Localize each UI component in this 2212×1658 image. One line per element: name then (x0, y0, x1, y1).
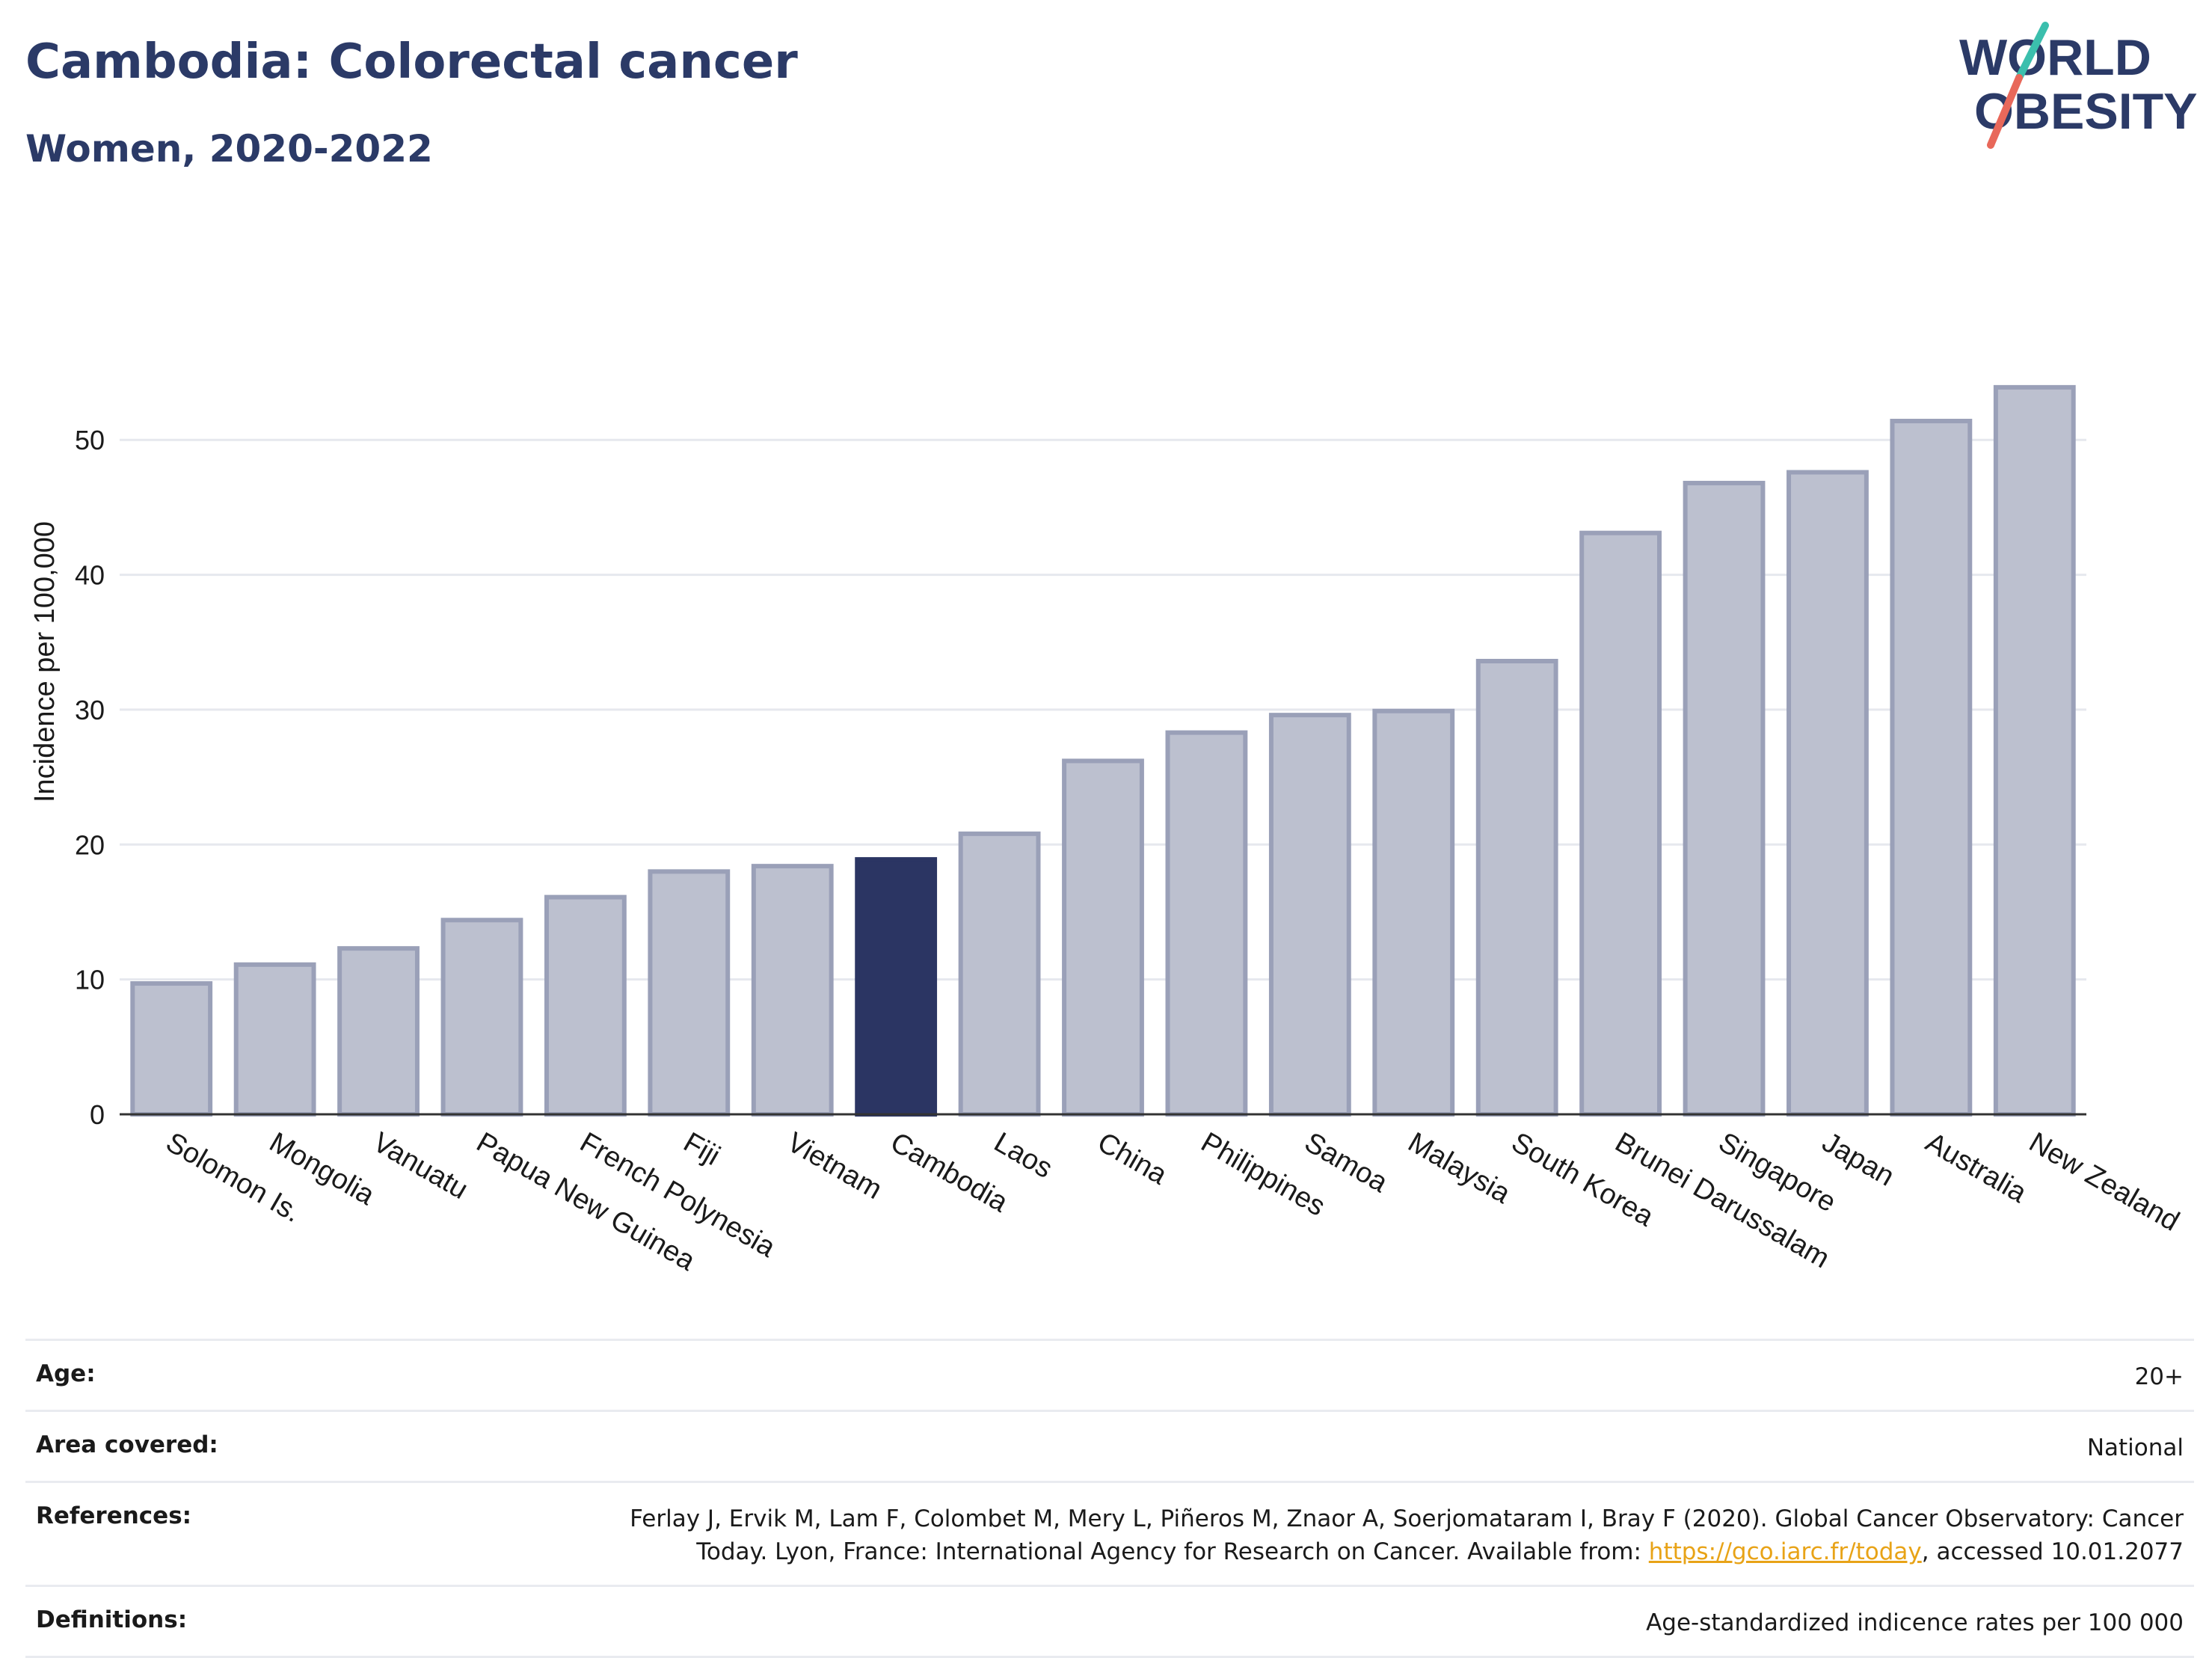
references-value: Ferlay J, Ervik M, Lam F, Colombet M, Me… (598, 1502, 2184, 1568)
bar-solomon-is (130, 981, 213, 1117)
bar-cambodia (855, 857, 938, 1117)
info-table: Age: 20+ Area covered: National Referenc… (25, 1339, 2194, 1658)
age-value: 20+ (2134, 1363, 2184, 1390)
y-tick-label: 40 (75, 560, 105, 591)
age-row: Age: 20+ (25, 1339, 2194, 1410)
logo-slash-bottom (1987, 74, 2023, 149)
chart-title: Cambodia: Colorectal cancer (25, 34, 798, 90)
bar-china (1062, 758, 1144, 1117)
definitions-row: Definitions: Age-standardized indicence … (25, 1585, 2194, 1658)
area-label: Area covered: (36, 1431, 218, 1458)
references-text: Ferlay J, Ervik M, Lam F, Colombet M, Me… (630, 1505, 2184, 1565)
area-row: Area covered: National (25, 1410, 2194, 1481)
x-tick-label: Australia (1920, 1126, 2033, 1209)
x-tick-label: Japan (1816, 1126, 1899, 1192)
bar-australia (1890, 418, 1973, 1117)
y-axis-label: Incidence per 100,000 (29, 521, 61, 802)
bar-brunei-darussalam (1579, 530, 1662, 1117)
x-tick-label: China (1093, 1126, 1173, 1191)
bar-laos (958, 831, 1041, 1117)
bar-malaysia (1372, 708, 1455, 1117)
bar-south-korea (1475, 659, 1558, 1117)
x-tick-label: Laos (989, 1126, 1057, 1185)
definitions-label: Definitions: (36, 1606, 188, 1633)
references-accessed: , accessed 10.01.2077 (1921, 1538, 2184, 1565)
bar-new-zealand (1993, 384, 2076, 1117)
chart-subtitle: Women, 2020-2022 (25, 127, 433, 171)
world-obesity-logo: WORLD OBESITY (1959, 22, 2198, 149)
bar-samoa (1268, 713, 1351, 1117)
bar-vietnam (751, 864, 834, 1117)
y-tick-label: 0 (90, 1099, 105, 1130)
references-row: References: Ferlay J, Ervik M, Lam F, Co… (25, 1481, 2194, 1585)
y-tick-label: 20 (75, 829, 105, 860)
y-tick-label: 30 (75, 695, 105, 725)
y-tick-label: 10 (75, 965, 105, 995)
bar-fiji (648, 869, 731, 1117)
bar-papua-new-guinea (440, 918, 523, 1117)
bar-philippines (1165, 730, 1248, 1117)
bar-vanuatu (337, 946, 420, 1117)
x-tick-label: Fiji (678, 1126, 725, 1172)
bar-french-polynesia (544, 894, 627, 1117)
definitions-value: Age-standardized indicence rates per 100… (1646, 1609, 2184, 1636)
bar-japan (1787, 470, 1869, 1117)
x-tick-label: New Zealand (2024, 1126, 2184, 1237)
logo-slash-top (2015, 22, 2049, 82)
area-value: National (2086, 1434, 2184, 1461)
bars (130, 384, 2076, 1117)
references-label: References: (36, 1502, 192, 1529)
references-link[interactable]: https://gco.iarc.fr/today (1648, 1538, 1922, 1565)
x-tick-label: Cambodia (885, 1126, 1014, 1218)
bar-mongolia (233, 962, 316, 1117)
x-tick-label: Vanuatu (368, 1126, 473, 1206)
age-label: Age: (36, 1360, 96, 1387)
x-tick-label: Malaysia (1403, 1126, 1517, 1210)
bar-singapore (1683, 480, 1766, 1117)
y-tick-label: 50 (75, 425, 105, 455)
x-tick-label: Vietnam (781, 1126, 887, 1206)
logo-line1: WORLD (1959, 29, 2151, 86)
